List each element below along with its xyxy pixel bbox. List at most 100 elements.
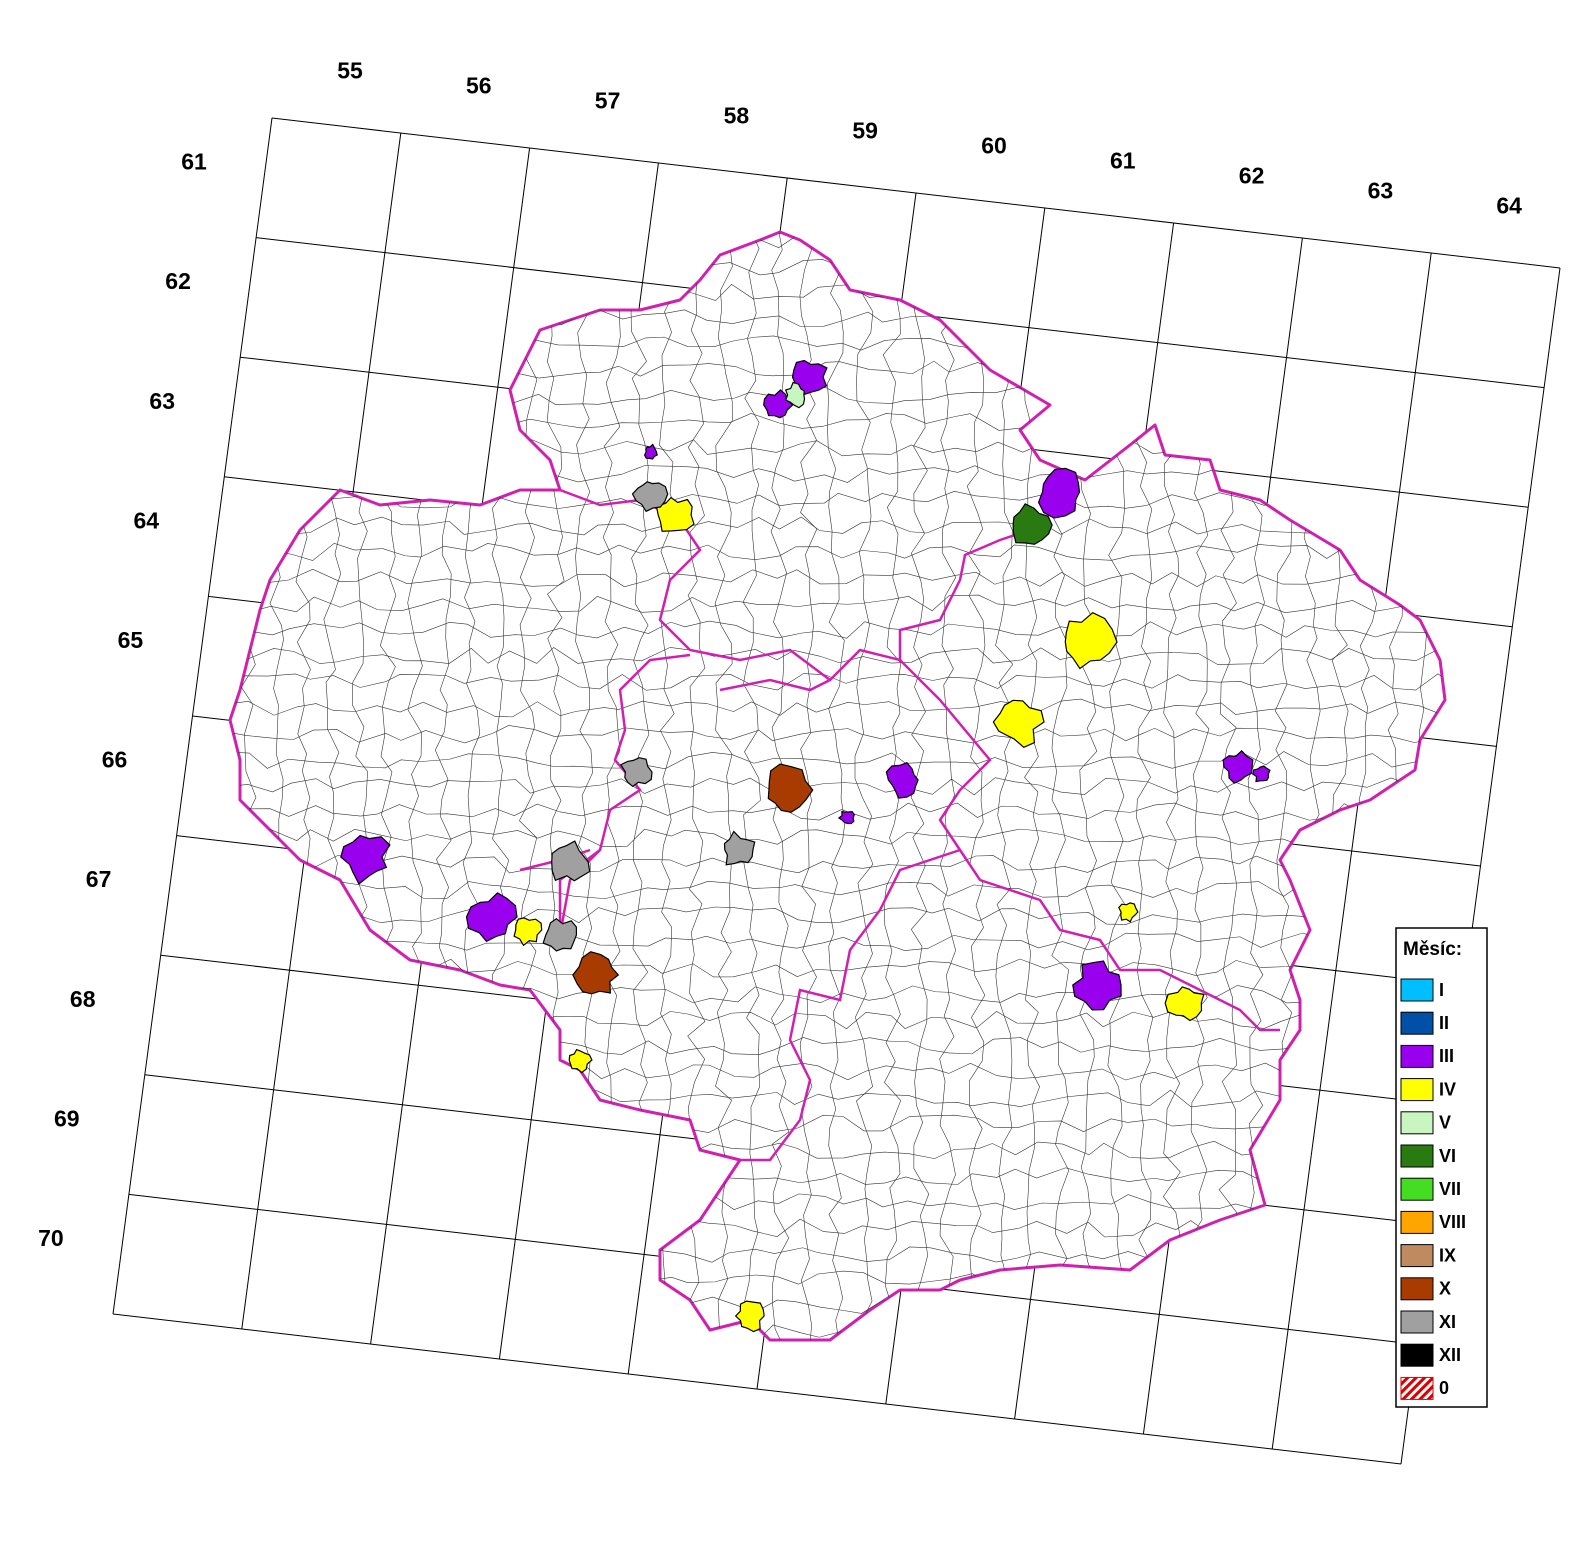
- legend-swatch: [1400, 1210, 1434, 1234]
- municipality-patch: [643, 443, 658, 460]
- row-label: 64: [134, 507, 160, 533]
- municipality-line: [230, 828, 1445, 847]
- municipality-patch: [340, 834, 391, 885]
- municipality-patch: [1064, 611, 1118, 670]
- legend-label: VI: [1439, 1146, 1456, 1166]
- municipality-patch: [1037, 467, 1081, 519]
- municipality-patch: [763, 389, 794, 419]
- municipality-patch: [513, 917, 543, 947]
- municipality-patch: [723, 830, 756, 866]
- municipality-line: [230, 516, 1445, 536]
- municipality-line: [230, 542, 1445, 562]
- row-label: 66: [102, 747, 128, 773]
- legend-swatch: [1400, 1343, 1434, 1367]
- grid-labels: 55 56 57 58 59 60 61 62 63 64 61 62 63 64 65 66 67 68 69 70: [38, 58, 1522, 1252]
- municipality-patch: [620, 757, 653, 788]
- row-label: 67: [86, 866, 112, 892]
- municipality-patch: [655, 496, 695, 532]
- municipality-line: [966, 232, 986, 1340]
- legend-swatch: [1400, 1144, 1434, 1168]
- legend-label: III: [1439, 1046, 1454, 1066]
- legend-label: II: [1439, 1013, 1449, 1033]
- municipality-line: [230, 673, 1445, 691]
- municipality-patch: [1222, 749, 1254, 784]
- municipality-patch: [837, 810, 855, 825]
- municipality-line: [230, 776, 1445, 796]
- municipality-line: [230, 232, 1445, 249]
- municipality-line: [230, 568, 1445, 588]
- municipality-patch: [767, 763, 814, 813]
- legend-title: Měsíc:: [1403, 939, 1462, 960]
- municipality-line: [827, 232, 846, 1340]
- row-label: 69: [54, 1105, 80, 1131]
- municipality-patch: [1012, 503, 1053, 545]
- municipality-line: [910, 232, 930, 1340]
- municipality-line: [995, 232, 1014, 1340]
- municipality-patch: [885, 761, 919, 799]
- legend-swatch: [1400, 1277, 1434, 1301]
- municipality-line: [742, 232, 761, 1340]
- municipality-patch: [784, 381, 806, 409]
- municipality-line: [230, 594, 1445, 613]
- legend-swatch: [1400, 1078, 1434, 1102]
- legend-swatch: [1400, 1177, 1434, 1201]
- legend-label: 0: [1439, 1378, 1449, 1398]
- municipality-line: [230, 620, 1445, 639]
- row-label: 70: [38, 1225, 64, 1251]
- column-label: 61: [1110, 148, 1136, 174]
- legend-swatch: [1400, 1310, 1434, 1334]
- column-label: 63: [1368, 178, 1394, 204]
- legend-label: XII: [1439, 1345, 1461, 1365]
- municipality-patch: [465, 892, 518, 943]
- region-outline: [228, 230, 1447, 1342]
- grid-line: [271, 117, 1561, 269]
- legend-label: VIII: [1439, 1212, 1466, 1232]
- row-label: 65: [118, 627, 144, 653]
- column-label: 59: [852, 118, 878, 144]
- legend-label: V: [1439, 1113, 1451, 1133]
- legend-swatch: [1400, 978, 1434, 1002]
- municipality-patch: [992, 699, 1045, 749]
- column-label: 60: [981, 133, 1007, 159]
- municipality-line: [230, 751, 1445, 770]
- column-label: 56: [466, 73, 492, 99]
- legend-swatch: [1400, 1111, 1434, 1135]
- legend-swatch: [1400, 1376, 1434, 1400]
- municipality-line: [230, 854, 1445, 874]
- municipality-line: [939, 232, 958, 1340]
- municipality-line: [230, 880, 1445, 899]
- legend-label: I: [1439, 980, 1444, 1000]
- row-label: 62: [165, 268, 191, 294]
- row-label: 63: [149, 388, 175, 414]
- legend-label: X: [1439, 1279, 1451, 1299]
- legend-label: XI: [1439, 1312, 1456, 1332]
- municipality-patch: [631, 481, 669, 513]
- column-label: 64: [1496, 193, 1522, 219]
- municipality-patch: [1164, 986, 1205, 1022]
- municipality-line: [230, 932, 1445, 951]
- column-label: 58: [724, 103, 750, 129]
- municipality-patch: [551, 840, 591, 882]
- municipality-line: [212, 220, 229, 1346]
- municipality-line: [230, 802, 1445, 821]
- municipality-line: [799, 232, 818, 1340]
- municipality-line: [230, 725, 1445, 744]
- legend-label: IV: [1439, 1079, 1456, 1099]
- colored-municipalities: [340, 359, 1271, 1333]
- municipality-line: [230, 698, 1445, 718]
- column-label: 62: [1239, 163, 1265, 189]
- legend-label: IX: [1439, 1245, 1456, 1265]
- municipality-patch: [1072, 960, 1122, 1011]
- municipality-line: [1023, 232, 1040, 1340]
- municipality-patch: [1252, 765, 1271, 783]
- municipality-line: [854, 232, 874, 1340]
- legend-swatch: [1400, 1011, 1434, 1035]
- column-label: 57: [595, 88, 621, 114]
- municipality-patch: [1118, 902, 1139, 923]
- legend-swatch: [1400, 1044, 1434, 1068]
- legend-label: VII: [1439, 1179, 1461, 1199]
- municipality-line: [230, 647, 1445, 665]
- municipality-patch: [542, 917, 577, 952]
- municipality-patch: [572, 951, 620, 995]
